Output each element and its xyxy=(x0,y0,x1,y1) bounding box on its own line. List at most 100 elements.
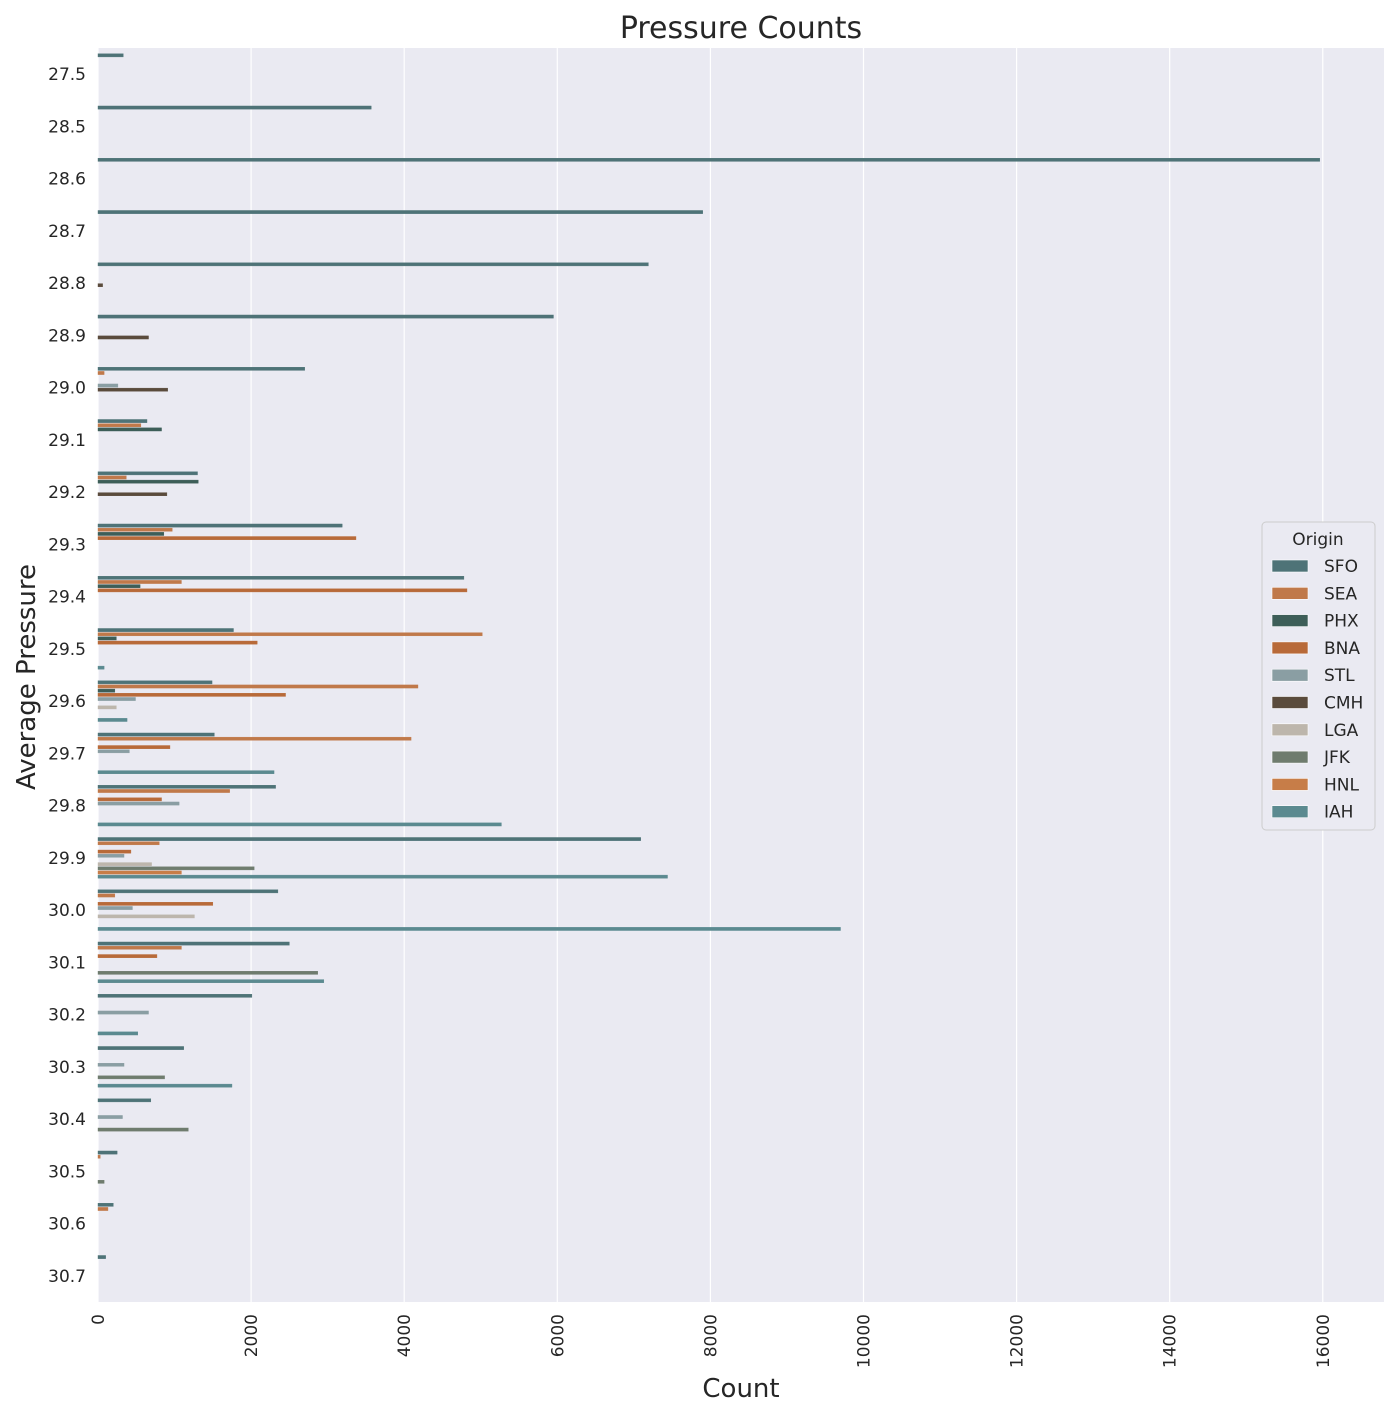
bar-lga xyxy=(97,862,152,866)
bar-cmh xyxy=(97,492,168,497)
bar-iah xyxy=(97,927,841,931)
legend-swatch-sea xyxy=(1271,586,1309,600)
x-tick-label: 14000 xyxy=(1161,1314,1181,1368)
bar-sea xyxy=(97,632,483,637)
y-tick-label: 29.5 xyxy=(48,640,86,660)
bar-sfo xyxy=(97,1203,114,1207)
bar-cmh xyxy=(97,387,168,392)
bar-lga xyxy=(97,705,117,710)
bar-jfk xyxy=(97,1127,189,1132)
bar-bna xyxy=(97,745,171,749)
bar-sfo xyxy=(97,314,554,319)
legend-swatch-iah xyxy=(1271,805,1309,819)
bar-stl xyxy=(97,1115,123,1119)
x-tick-label: 6000 xyxy=(548,1314,568,1357)
y-tick-label: 29.1 xyxy=(48,431,86,451)
bar-sea xyxy=(97,1207,109,1211)
bar-phx xyxy=(97,688,116,693)
y-tick-label: 29.6 xyxy=(48,692,86,712)
y-tick-label: 28.9 xyxy=(48,326,86,346)
bar-hnl xyxy=(97,870,182,875)
bar-lga xyxy=(97,914,195,919)
bar-phx xyxy=(97,532,165,536)
legend-label-sea: SEA xyxy=(1324,584,1358,604)
bar-sea xyxy=(97,371,105,375)
bar-bna xyxy=(97,849,132,854)
legend: Origin SFO SEA PHX BNA STL CMH LGA JFK HNL IAH xyxy=(1261,521,1376,831)
bar-sea xyxy=(97,423,142,428)
bar-sfo xyxy=(97,889,279,894)
bar-sfo xyxy=(97,210,703,214)
y-tick-label: 30.2 xyxy=(48,1006,86,1026)
x-tick-label: 4000 xyxy=(395,1314,415,1357)
bar-bna xyxy=(97,536,357,540)
bar-bna xyxy=(97,954,158,958)
y-tick-label: 29.3 xyxy=(48,535,86,555)
legend-label-hnl: HNL xyxy=(1324,775,1360,795)
bar-stl xyxy=(97,1062,125,1067)
bar-stl xyxy=(97,1010,149,1015)
legend-swatch-phx xyxy=(1271,614,1309,627)
x-tick-label: 12000 xyxy=(1008,1314,1028,1368)
bar-sea xyxy=(97,527,173,532)
bar-jfk xyxy=(97,1075,165,1080)
bar-iah xyxy=(97,770,275,774)
x-tick-label: 0 xyxy=(89,1314,109,1325)
bar-sfo xyxy=(97,419,148,423)
y-tick-label: 29.0 xyxy=(48,379,86,399)
bar-sfo xyxy=(97,785,276,789)
legend-swatch-lga xyxy=(1271,723,1309,737)
bar-sfo xyxy=(97,1046,184,1050)
y-tick-label: 29.9 xyxy=(48,849,86,869)
bars xyxy=(97,53,1320,1259)
bar-sfo xyxy=(97,1255,106,1259)
legend-swatch-stl xyxy=(1271,668,1309,682)
bar-sfo xyxy=(97,941,290,946)
bar-sfo xyxy=(97,994,253,998)
bar-sea xyxy=(97,475,127,480)
y-tick-labels: 27.5 28.5 28.6 28.7 28.8 28.9 29.0 29.1 29.2 29.3… xyxy=(48,65,86,1287)
chart-title: Pressure Counts xyxy=(620,11,862,46)
legend-swatch-jfk xyxy=(1271,750,1309,764)
bar-sea xyxy=(97,789,230,793)
y-tick-label: 29.2 xyxy=(48,483,86,503)
legend-title: Origin xyxy=(1292,530,1343,550)
legend-label-bna: BNA xyxy=(1324,639,1360,659)
plot-background xyxy=(98,48,1384,1302)
bar-bna xyxy=(97,797,162,802)
bar-phx xyxy=(97,427,162,432)
bar-jfk xyxy=(97,971,318,975)
y-axis-title: Average Pressure xyxy=(12,564,42,790)
bar-phx xyxy=(97,584,141,588)
bar-sfo xyxy=(97,523,343,528)
bar-iah xyxy=(97,1031,139,1036)
y-tick-label: 30.3 xyxy=(48,1058,86,1078)
bar-phx xyxy=(97,479,199,484)
bar-sea xyxy=(97,841,160,846)
bar-sfo xyxy=(97,105,372,110)
bar-sea xyxy=(97,580,182,584)
bar-cmh xyxy=(97,283,103,288)
y-tick-label: 30.4 xyxy=(48,1110,86,1130)
bar-sea xyxy=(97,736,412,741)
bar-iah xyxy=(97,665,105,670)
y-tick-label: 27.5 xyxy=(48,65,86,85)
bar-iah xyxy=(97,822,502,827)
y-tick-label: 28.8 xyxy=(48,274,86,294)
bar-sfo xyxy=(97,1150,118,1155)
y-tick-label: 29.4 xyxy=(48,588,86,608)
y-tick-label: 28.6 xyxy=(48,170,86,190)
bar-sfo xyxy=(97,53,124,58)
y-tick-label: 30.0 xyxy=(48,901,86,921)
x-tick-label: 10000 xyxy=(854,1314,874,1368)
x-tick-label: 16000 xyxy=(1314,1314,1334,1368)
x-tick-labels: 0 2000 4000 6000 8000 10000 12000 14000 16000 xyxy=(89,1314,1334,1368)
bar-sfo xyxy=(97,680,213,685)
y-tick-label: 28.7 xyxy=(48,222,86,242)
x-tick-label: 8000 xyxy=(701,1314,721,1357)
bar-jfk xyxy=(97,866,255,871)
legend-label-cmh: CMH xyxy=(1324,694,1363,714)
legend-swatch-hnl xyxy=(1271,778,1309,791)
bar-sea xyxy=(97,893,116,898)
